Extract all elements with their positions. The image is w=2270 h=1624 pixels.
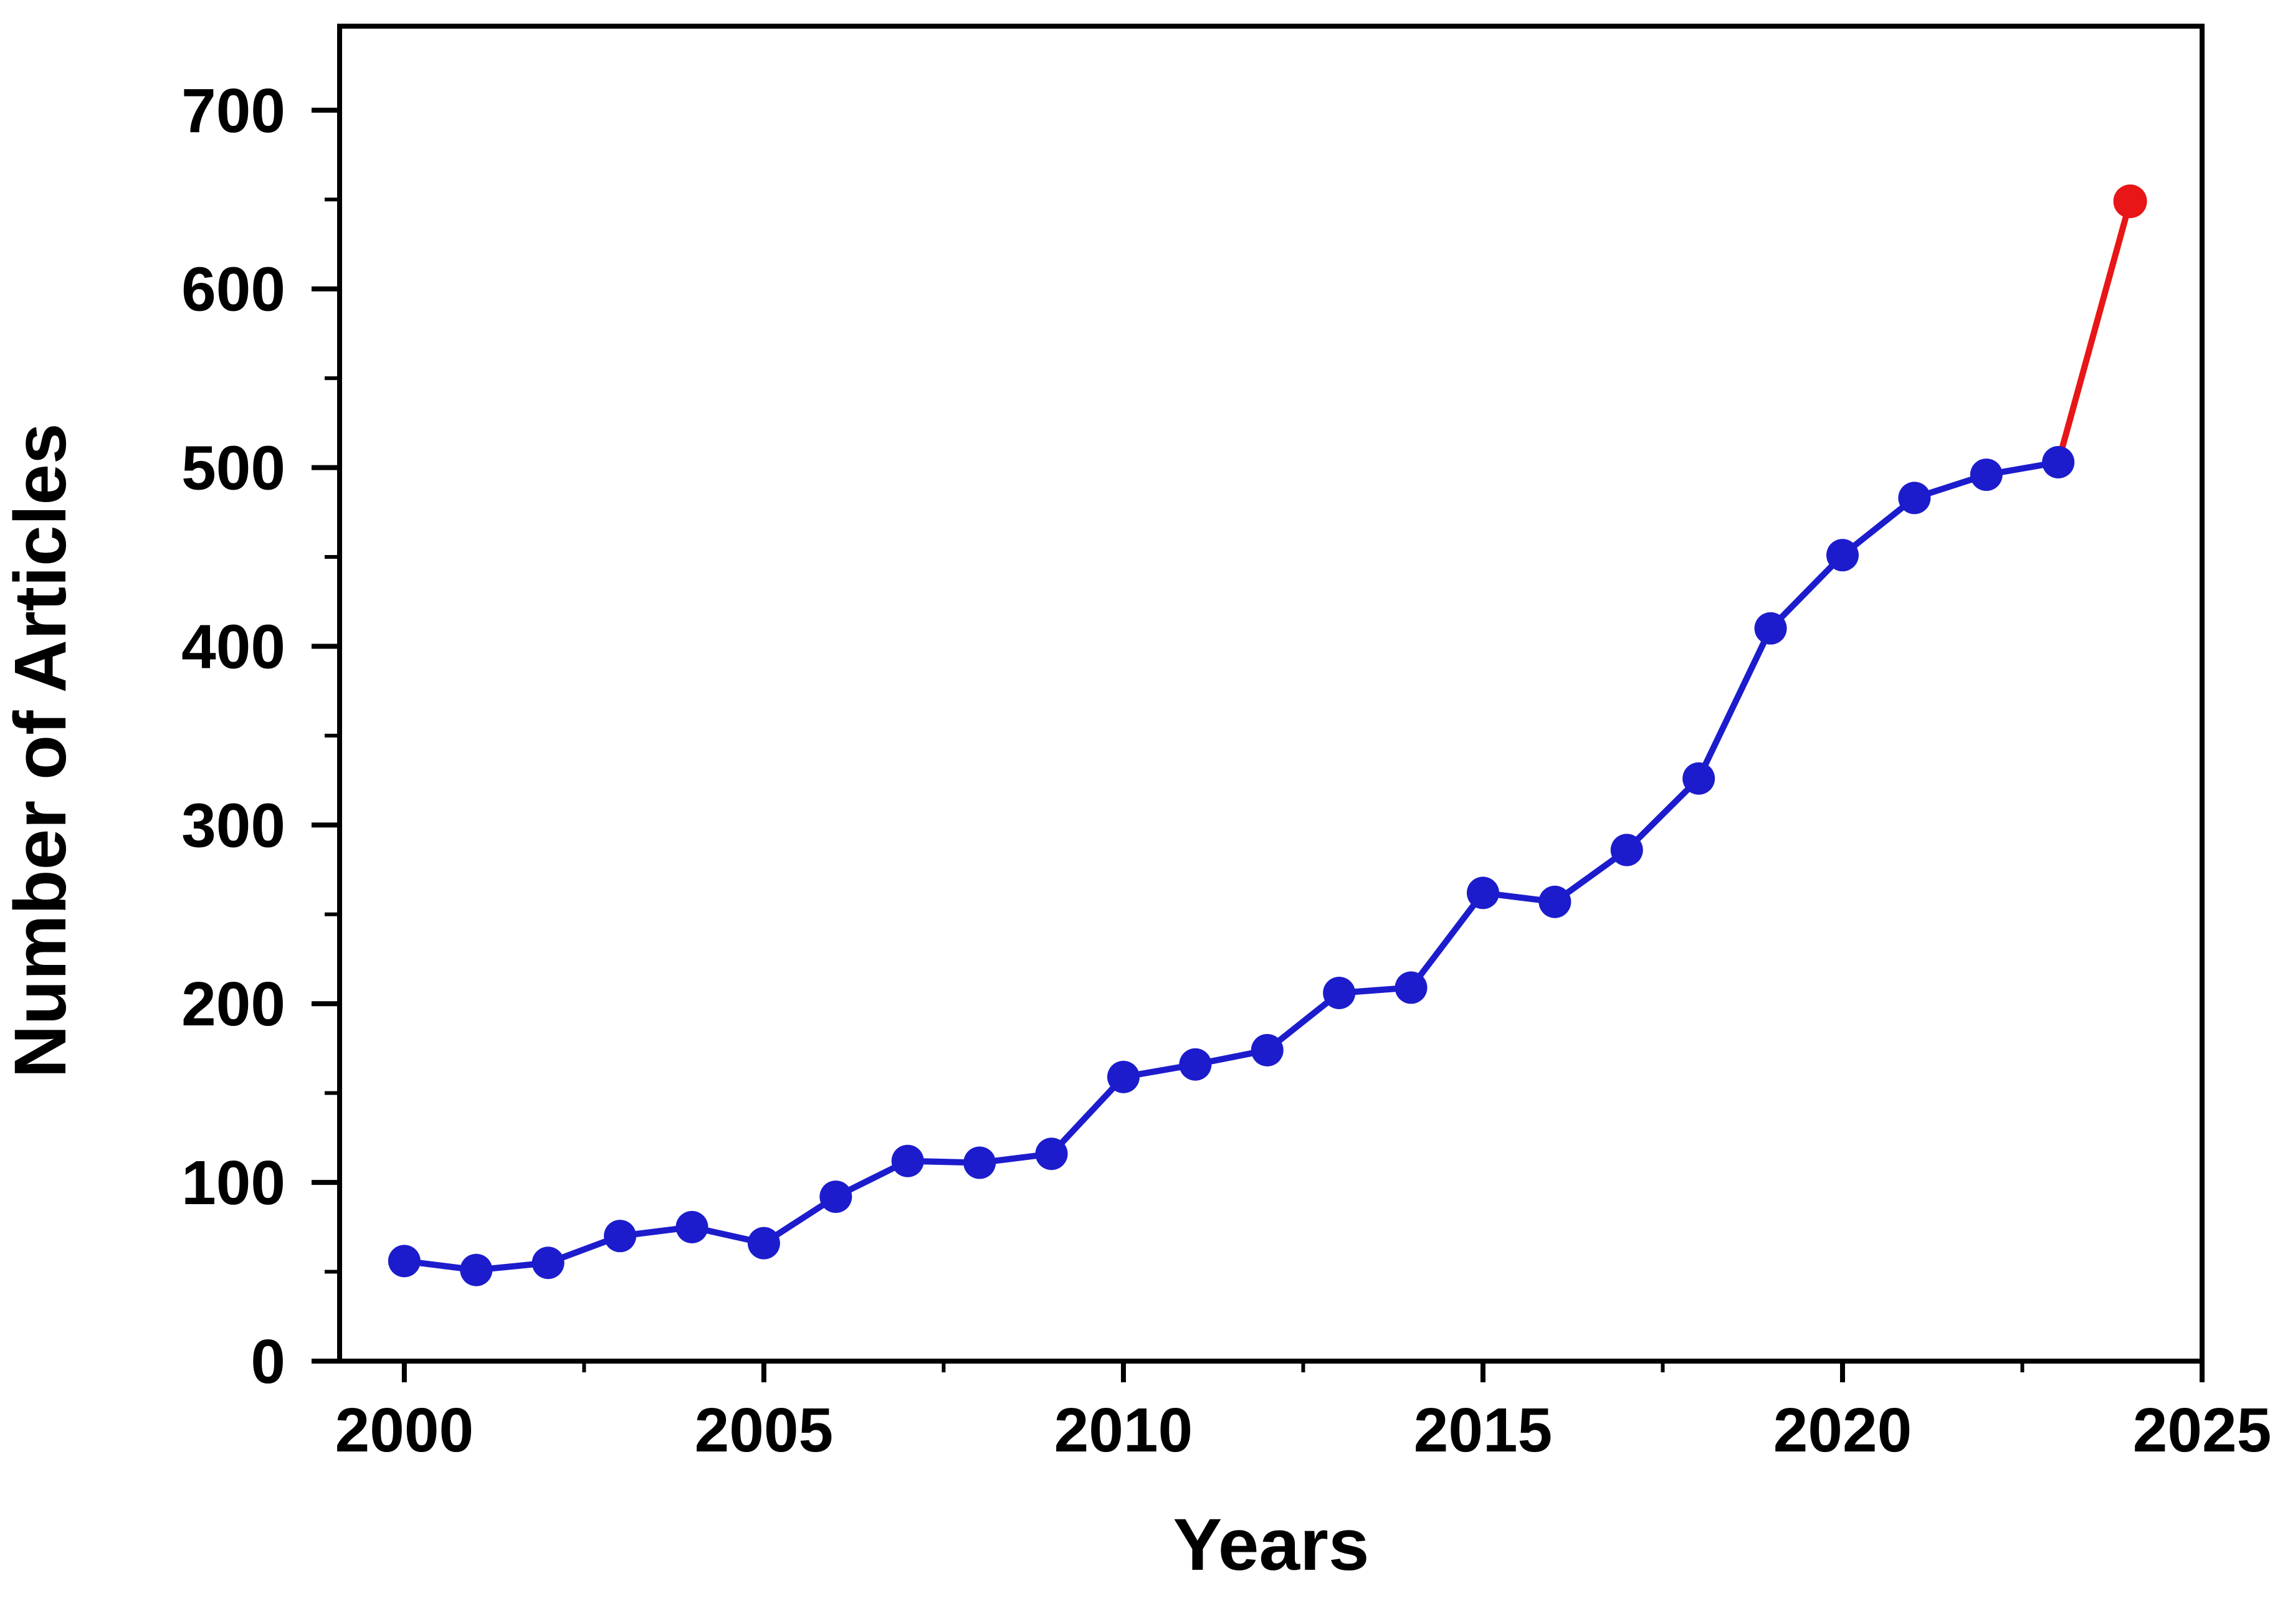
red-projection-line (2055, 198, 2134, 465)
data-point-2006 (819, 1180, 852, 1213)
y-tick-label: 0 (250, 1327, 285, 1397)
data-point-2015 (1466, 876, 1499, 909)
x-axis-title: Years (1173, 1504, 1370, 1586)
data-point-2022 (1970, 458, 2003, 491)
data-point-2002 (532, 1246, 565, 1280)
data-point-2023 (2042, 445, 2075, 478)
data-point-2014 (1395, 971, 1428, 1004)
x-tick-label: 2015 (1414, 1395, 1552, 1465)
y-tick-label: 300 (181, 791, 285, 860)
tick-labels: 0 100 200 300 400 500 600 700 2000 2005 2010 2015 20… (181, 76, 2270, 1465)
y-tick-label: 700 (181, 76, 285, 146)
data-point-2011 (1179, 1048, 1212, 1081)
x-tick-label: 2020 (1773, 1395, 1912, 1465)
y-tick-label: 200 (181, 969, 285, 1039)
data-point-2009 (1035, 1137, 1068, 1171)
data-point-2013 (1323, 977, 1356, 1010)
data-point-2017 (1610, 833, 1643, 867)
blue-series-line (401, 458, 2062, 1273)
axis-ticks (312, 107, 2205, 1382)
data-point-2003 (604, 1220, 637, 1253)
x-tick-label: 2005 (695, 1395, 833, 1465)
data-point-2021 (1898, 482, 1931, 515)
data-series (388, 184, 2147, 1286)
data-point-2005 (747, 1227, 780, 1260)
data-point-2010 (1107, 1060, 1140, 1093)
x-tick-label: 2000 (335, 1395, 474, 1465)
data-point-2001 (460, 1253, 493, 1286)
x-tick-label: 2010 (1054, 1395, 1193, 1465)
plot-frame (337, 24, 2205, 1364)
y-tick-label: 400 (181, 612, 285, 681)
data-point-2007 (891, 1144, 924, 1177)
data-point-2004 (675, 1210, 708, 1243)
data-point-2019 (1754, 612, 1787, 645)
y-axis-title: Number of Articles (0, 423, 82, 1078)
x-tick-label: 2025 (2133, 1395, 2270, 1465)
data-point-2016 (1538, 885, 1571, 918)
y-tick-label: 100 (181, 1148, 285, 1218)
data-point-2018 (1682, 762, 1715, 795)
y-tick-label: 600 (181, 255, 285, 325)
data-point-2012 (1251, 1033, 1284, 1066)
red-data-point-2024 (2113, 184, 2147, 219)
y-tick-label: 500 (181, 434, 285, 503)
plot-border (337, 24, 2205, 1364)
data-point-2008 (963, 1146, 996, 1179)
data-point-2000 (388, 1245, 421, 1278)
data-point-2020 (1826, 539, 1859, 572)
